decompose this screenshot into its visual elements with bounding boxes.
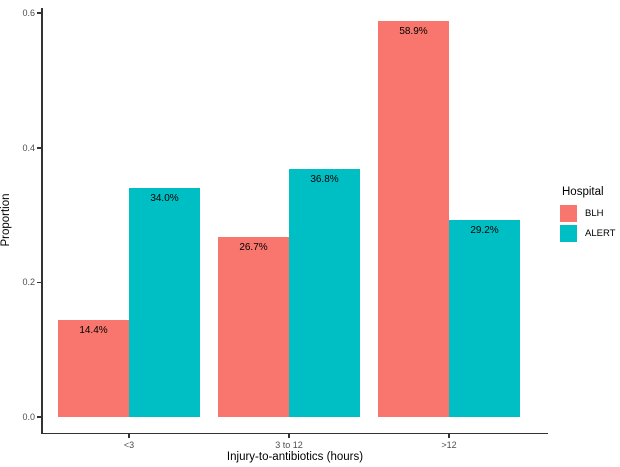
y-tick-mark: [37, 416, 42, 418]
y-axis-title: Proportion: [0, 193, 12, 247]
bar-label: 36.8%: [310, 174, 339, 186]
legend-swatch: [560, 205, 577, 222]
x-tick-mark: [128, 433, 130, 438]
x-tick-mark: [288, 433, 290, 438]
y-tick-label: 0.0: [22, 412, 35, 422]
x-axis-title: Injury-to-antibiotics (hours): [226, 451, 364, 463]
bar: [58, 320, 129, 417]
legend-item: ALERT: [560, 225, 615, 242]
legend-swatch: [560, 225, 577, 242]
x-axis-line: [41, 432, 548, 434]
bar-label: 29.2%: [470, 225, 499, 237]
bar: [218, 237, 289, 417]
x-tick-label: >12: [441, 440, 457, 450]
legend-title: Hospital: [562, 186, 604, 198]
bar: [378, 20, 449, 417]
y-tick-mark: [37, 281, 42, 284]
x-tick-mark: [448, 433, 450, 438]
y-tick-mark: [37, 147, 42, 149]
bar: [449, 220, 520, 417]
x-tick-label: 3 to 12: [275, 440, 303, 450]
y-tick-mark: [37, 12, 42, 14]
y-tick-label: 0.6: [22, 8, 35, 19]
legend-rows: BLH ALERT: [560, 205, 615, 242]
legend-item: BLH: [560, 205, 615, 222]
bar-label: 58.9%: [399, 25, 428, 37]
bar-label: 26.7%: [239, 242, 268, 254]
x-tick-label: <3: [123, 440, 135, 450]
legend-item-label: BLH: [585, 208, 604, 219]
bar: [289, 169, 360, 417]
legend-item-label: ALERT: [585, 228, 616, 239]
bar-label: 34.0%: [150, 193, 179, 205]
bar-label: 14.4%: [79, 325, 108, 337]
y-tick-label: 0.2: [22, 277, 35, 288]
bar: [129, 188, 200, 417]
y-tick-label: 0.4: [22, 142, 35, 153]
legend: Hospital BLH ALERT: [560, 186, 615, 245]
y-axis-line: [41, 8, 43, 434]
